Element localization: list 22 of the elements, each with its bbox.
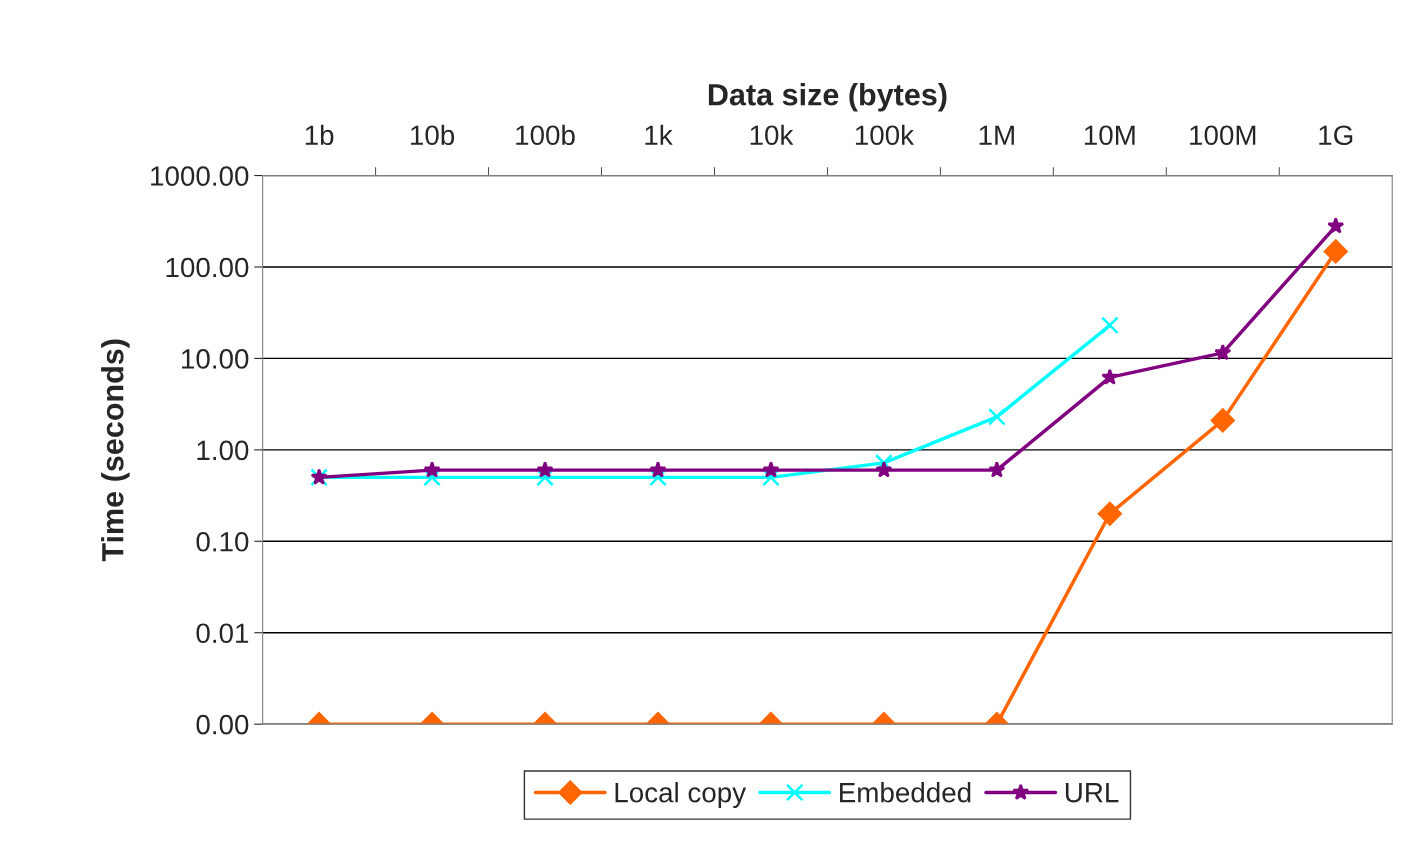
legend-label: URL — [1065, 783, 1119, 803]
x-tick-label: 10k — [750, 124, 794, 146]
x-tick-label: 10b — [411, 124, 455, 146]
y-tick-label: 100.00 — [166, 257, 249, 278]
x-axis-title: Data size (bytes) — [708, 83, 947, 112]
x-tick-label: 1k — [645, 124, 673, 145]
legend-label: Local copy — [615, 782, 747, 808]
y-tick-label: 10.00 — [182, 349, 249, 369]
legend-label: Embedded — [840, 782, 971, 803]
x-tick-label: 100M — [1190, 125, 1256, 146]
x-tick-label: 1b — [305, 124, 334, 146]
y-axis-title: Time (seconds) — [101, 339, 130, 562]
x-tick-label: 100b — [516, 124, 575, 146]
y-tick-label: 1000.00 — [151, 166, 249, 186]
x-tick-label: 1M — [979, 125, 1014, 145]
y-tick-label: 0.10 — [196, 531, 249, 552]
y-tick-label: 0.00 — [196, 714, 249, 735]
x-tick-label: 100k — [855, 124, 915, 146]
x-tick-label: 10M — [1084, 125, 1135, 146]
y-tick-label: 1.00 — [197, 440, 249, 461]
x-tick-label: 1G — [1319, 125, 1353, 146]
y-tick-label: 0.01 — [196, 623, 249, 644]
